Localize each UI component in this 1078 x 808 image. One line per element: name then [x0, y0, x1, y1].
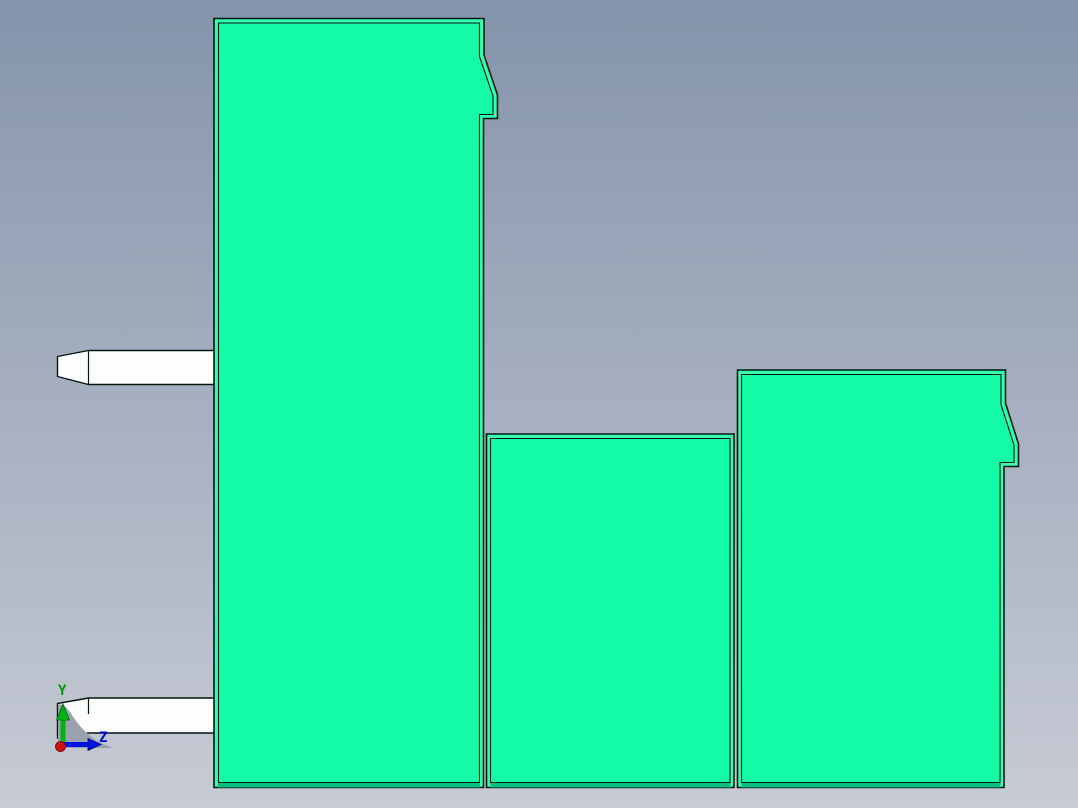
right-block-bottom-shadow: [741, 782, 1001, 788]
left-block-bottom-shadow: [218, 782, 480, 788]
model-body-left-tall[interactable]: [213, 17, 499, 789]
axis-x-indicator-icon: [55, 741, 66, 752]
right-block-front-face[interactable]: [740, 373, 1015, 784]
axis-y-arrowhead-icon: [55, 702, 71, 721]
middle-block-front-face[interactable]: [489, 437, 731, 784]
pin-upper-body[interactable]: [56, 349, 217, 386]
model-pin-upper[interactable]: [56, 349, 217, 386]
model-body-middle[interactable]: [485, 433, 735, 789]
axis-z-label: Z: [99, 730, 107, 746]
axis-y-label: Y: [58, 683, 67, 699]
model-body-right[interactable]: [736, 369, 1020, 789]
orientation-triad: Y Z: [55, 683, 107, 752]
middle-block-bottom-shadow: [490, 782, 731, 788]
axis-z-arrowhead-icon: [87, 737, 102, 752]
pin-shank-shading: [58, 704, 114, 748]
left-block-front-face[interactable]: [217, 22, 494, 784]
